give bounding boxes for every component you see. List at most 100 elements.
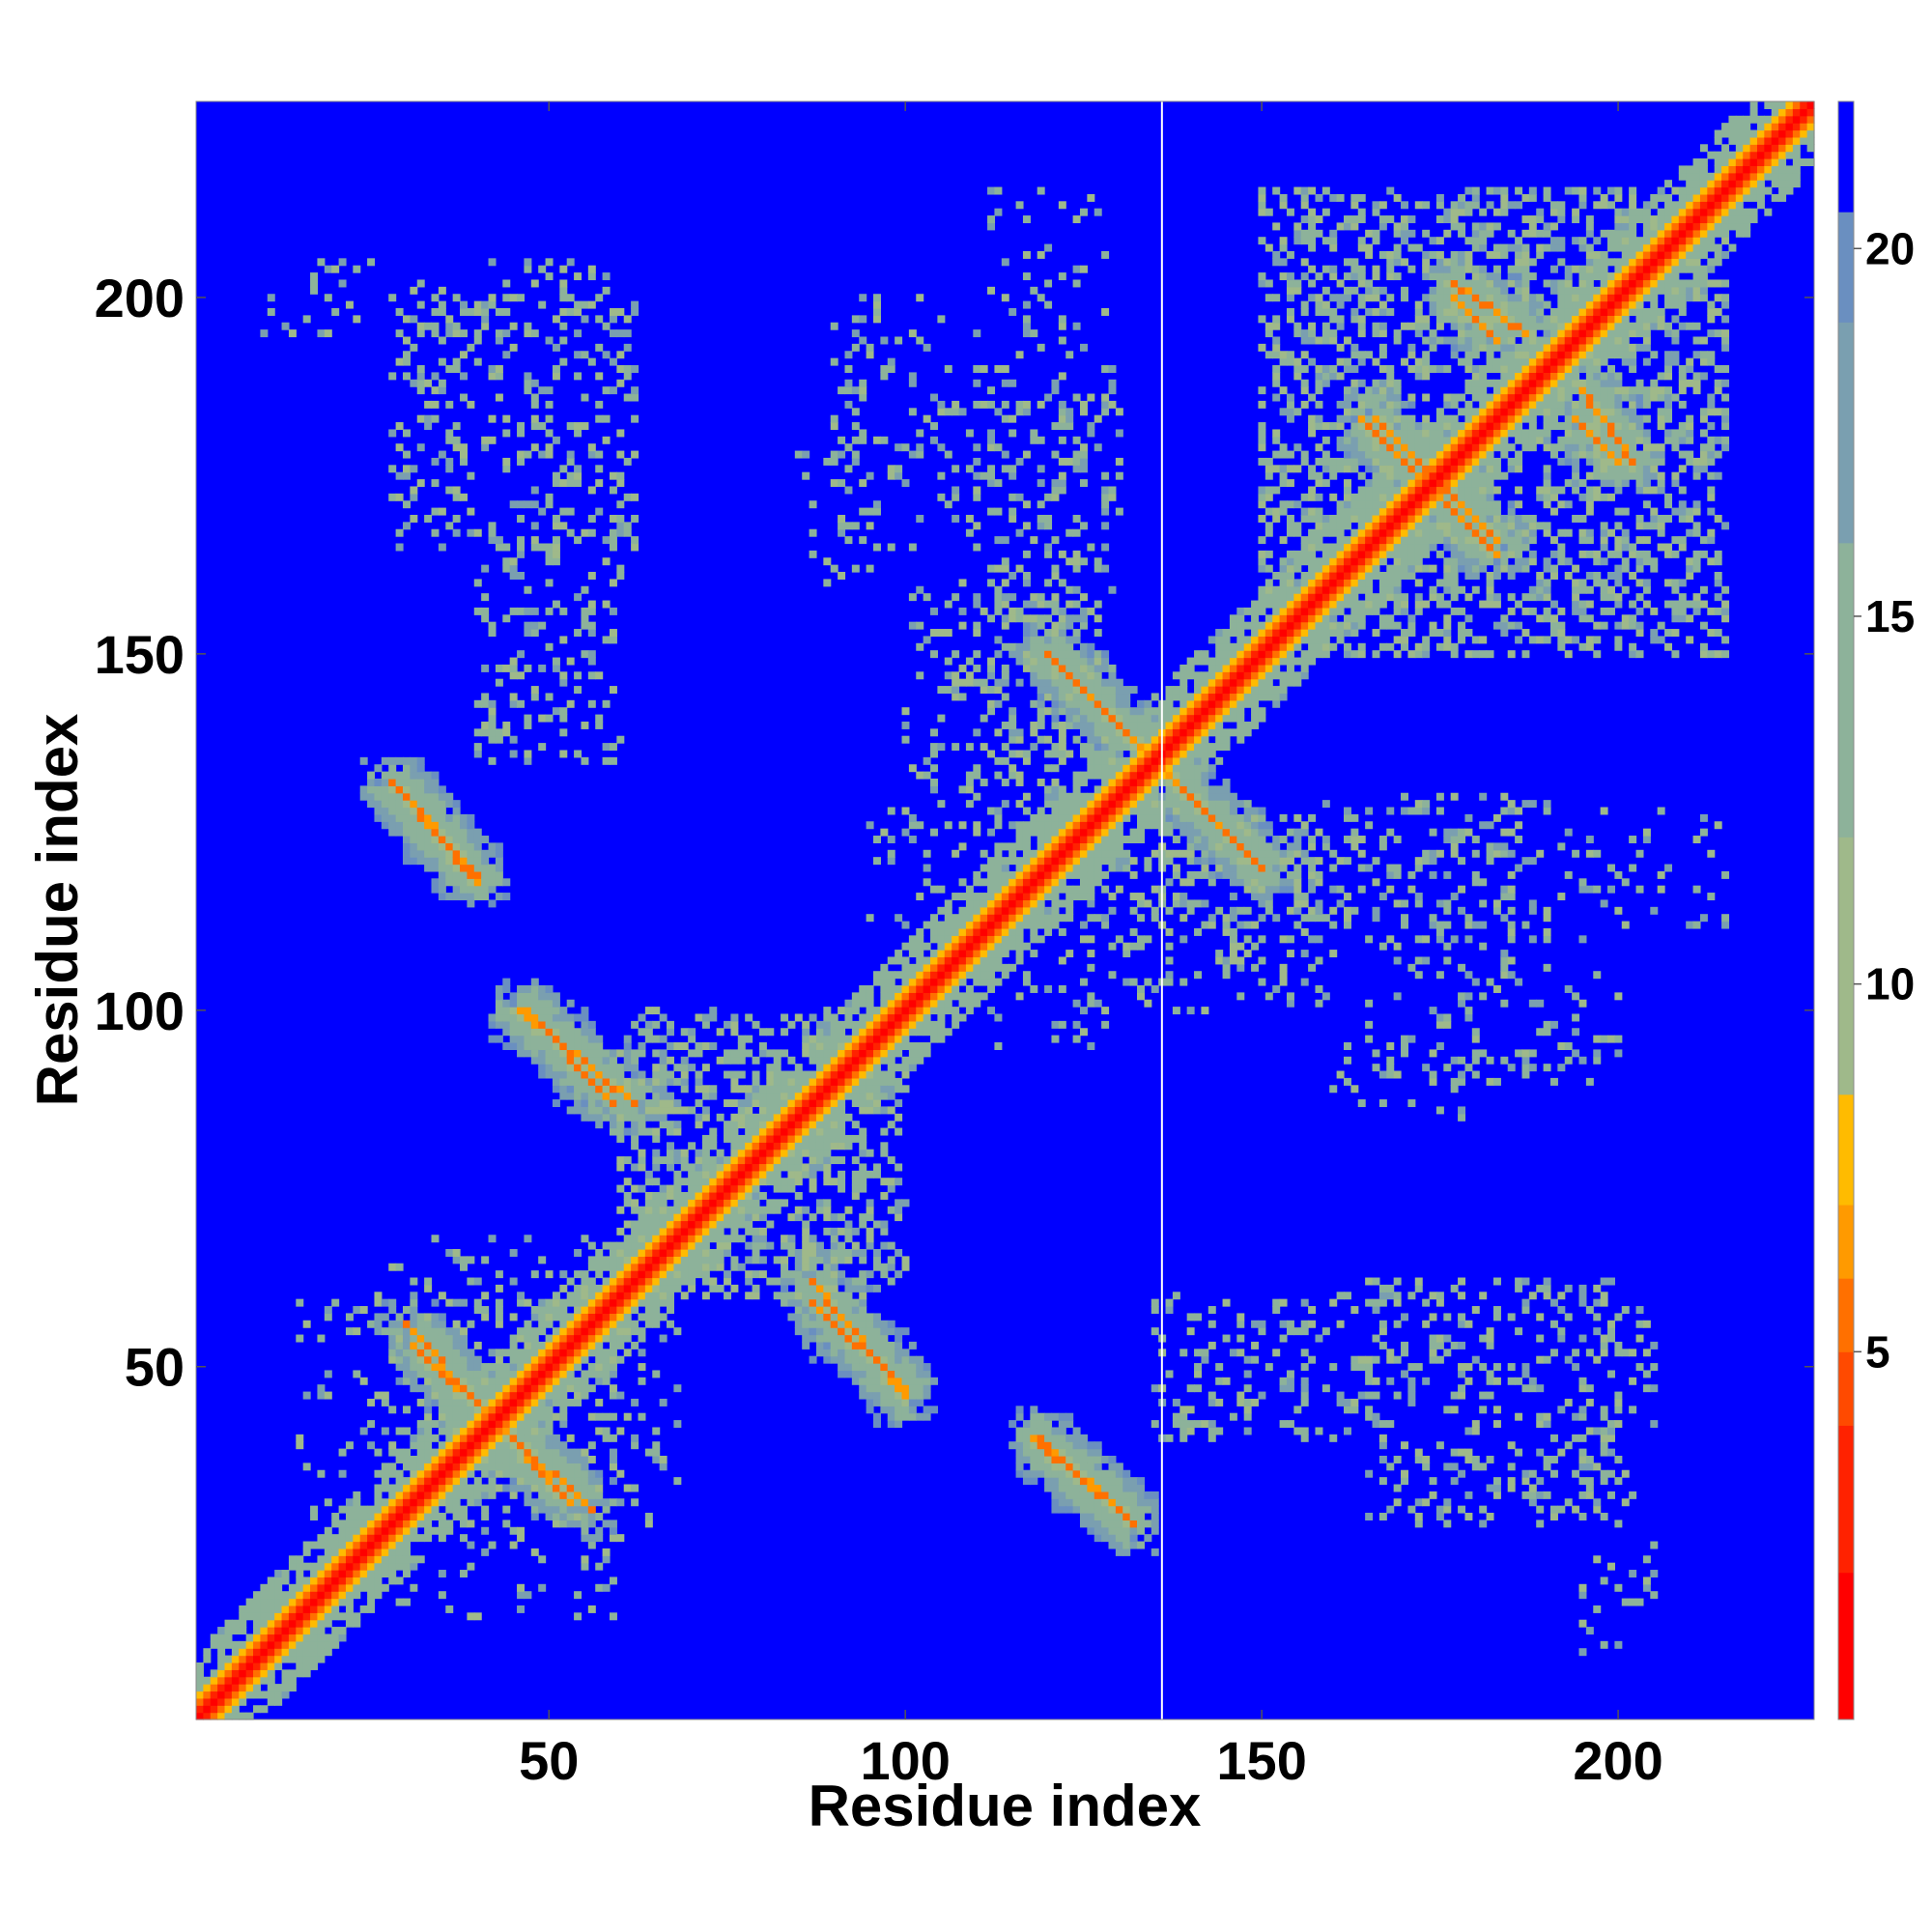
heatmap-cell bbox=[431, 842, 440, 851]
heatmap-cell bbox=[581, 422, 589, 431]
heatmap-cell bbox=[887, 849, 895, 858]
heatmap-cell bbox=[1058, 1455, 1066, 1463]
heatmap-cell bbox=[1030, 927, 1038, 936]
heatmap-cell bbox=[574, 1484, 582, 1492]
heatmap-cell bbox=[367, 1562, 376, 1571]
heatmap-cell bbox=[545, 1370, 554, 1378]
heatmap-cell bbox=[239, 1669, 247, 1678]
heatmap-cell bbox=[844, 999, 853, 1008]
heatmap-cell bbox=[809, 1142, 817, 1151]
heatmap-cell bbox=[481, 1306, 490, 1315]
heatmap-cell bbox=[1087, 707, 1095, 716]
heatmap-cell bbox=[631, 1121, 639, 1129]
heatmap-cell bbox=[416, 1327, 425, 1336]
heatmap-cell bbox=[324, 1605, 332, 1613]
heatmap-cell bbox=[388, 1484, 397, 1492]
heatmap-cell bbox=[431, 1384, 440, 1393]
heatmap-cell bbox=[495, 1370, 503, 1378]
heatmap-cell bbox=[452, 1448, 461, 1457]
heatmap-cell bbox=[1058, 486, 1066, 495]
heatmap-cell bbox=[574, 1064, 582, 1072]
heatmap-cell bbox=[616, 1277, 625, 1286]
heatmap-cell bbox=[1030, 600, 1038, 609]
heatmap-cell bbox=[965, 935, 974, 944]
heatmap-cell bbox=[424, 778, 433, 786]
heatmap-cell bbox=[424, 1520, 433, 1528]
heatmap-cell bbox=[895, 1085, 903, 1094]
heatmap-cell bbox=[994, 585, 1003, 594]
heatmap-cell bbox=[1051, 857, 1060, 866]
heatmap-cell bbox=[395, 1505, 404, 1514]
heatmap-cell bbox=[424, 1513, 433, 1520]
heatmap-cell bbox=[659, 1113, 668, 1122]
heatmap-cell bbox=[623, 1292, 632, 1300]
heatmap-cell bbox=[730, 1156, 739, 1165]
heatmap-cell bbox=[851, 522, 860, 530]
heatmap-cell bbox=[794, 1113, 803, 1122]
heatmap-cell bbox=[908, 372, 917, 381]
heatmap-cell bbox=[1051, 836, 1060, 843]
heatmap-cell bbox=[908, 1412, 917, 1421]
heatmap-cell bbox=[944, 450, 952, 459]
heatmap-cell bbox=[460, 885, 468, 894]
heatmap-cell bbox=[381, 1327, 389, 1336]
heatmap-cell bbox=[616, 479, 625, 488]
heatmap-cell bbox=[1015, 564, 1024, 573]
heatmap-cell bbox=[815, 1028, 824, 1037]
heatmap-cell bbox=[965, 429, 974, 438]
heatmap-cell bbox=[758, 1134, 767, 1143]
heatmap-cell bbox=[445, 1398, 454, 1406]
heatmap-cell bbox=[524, 379, 532, 387]
heatmap-cell bbox=[1072, 528, 1081, 537]
heatmap-cell bbox=[1079, 522, 1088, 530]
heatmap-cell bbox=[581, 1042, 589, 1050]
heatmap-cell bbox=[460, 1455, 468, 1463]
heatmap-cell bbox=[880, 1007, 889, 1015]
heatmap-cell bbox=[445, 800, 454, 809]
heatmap-cell bbox=[823, 1178, 832, 1186]
heatmap-cell bbox=[402, 1327, 411, 1336]
heatmap-cell bbox=[374, 1591, 383, 1600]
heatmap-cell bbox=[1009, 1441, 1017, 1450]
heatmap-cell bbox=[1094, 836, 1102, 843]
heatmap-cell bbox=[517, 1434, 526, 1442]
heatmap-cell bbox=[980, 893, 988, 901]
heatmap-cell bbox=[260, 1669, 269, 1678]
heatmap-cell bbox=[787, 1099, 796, 1108]
heatmap-cell bbox=[815, 1306, 824, 1315]
heatmap-cell bbox=[395, 307, 404, 316]
heatmap-cell bbox=[1044, 842, 1053, 851]
heatmap-cell bbox=[623, 1199, 632, 1208]
heatmap-cell bbox=[445, 1341, 454, 1350]
heatmap-cell bbox=[517, 1448, 526, 1457]
heatmap-cell bbox=[644, 1007, 653, 1015]
heatmap-cell bbox=[908, 992, 917, 1001]
heatmap-cell bbox=[574, 1498, 582, 1507]
heatmap-cell bbox=[416, 1534, 425, 1543]
heatmap-cell bbox=[1009, 935, 1017, 944]
heatmap-cell bbox=[438, 813, 446, 822]
heatmap-cell bbox=[872, 1384, 881, 1393]
heatmap-cell bbox=[716, 1249, 724, 1257]
heatmap-cell bbox=[460, 857, 468, 866]
heatmap-cell bbox=[616, 1113, 625, 1122]
heatmap-cell bbox=[908, 963, 917, 972]
heatmap-cell bbox=[245, 1605, 254, 1613]
heatmap-cell bbox=[644, 1263, 653, 1271]
heatmap-cell bbox=[1051, 842, 1060, 851]
heatmap-cell bbox=[623, 1349, 632, 1357]
heatmap-cell bbox=[1065, 557, 1074, 566]
heatmap-cell bbox=[331, 1562, 340, 1571]
heatmap-cell bbox=[338, 1570, 347, 1578]
heatmap-cell bbox=[859, 1056, 867, 1065]
heatmap-cell bbox=[667, 1306, 674, 1315]
heatmap-cell bbox=[1072, 1505, 1081, 1514]
heatmap-cell bbox=[566, 1085, 575, 1094]
heatmap-cell bbox=[460, 1427, 468, 1435]
heatmap-cell bbox=[958, 579, 967, 587]
heatmap-cell bbox=[566, 1292, 575, 1300]
heatmap-cell bbox=[1065, 650, 1074, 659]
heatmap-cell bbox=[1037, 914, 1045, 923]
heatmap-cell bbox=[1079, 265, 1088, 273]
heatmap-cell bbox=[431, 836, 440, 843]
